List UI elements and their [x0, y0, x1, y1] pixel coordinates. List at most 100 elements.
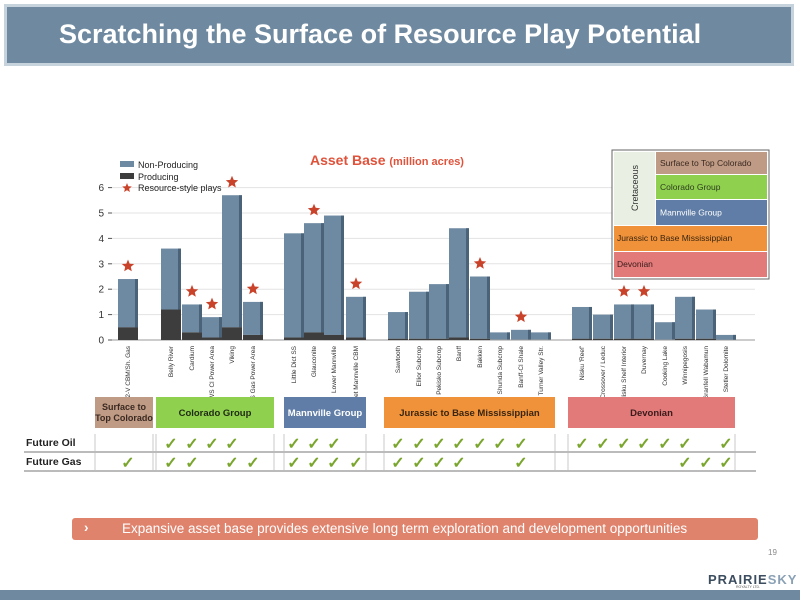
bar-non-producing	[634, 304, 654, 339]
x-tick-label: Nisku Shelf Interior	[621, 345, 628, 401]
bar-non-producing	[324, 215, 344, 335]
bar-non-producing	[284, 233, 304, 338]
x-tick-label: Cardium	[189, 346, 196, 371]
bar-producing	[409, 338, 429, 341]
future-gas-check-icon: ✓	[185, 455, 198, 472]
bar-producing	[429, 338, 449, 341]
logo-subtext: ROYALTY LTD.	[736, 585, 761, 589]
bar-group	[449, 228, 469, 340]
bar-shade	[528, 329, 531, 340]
bar-producing	[243, 334, 263, 341]
bar-shade	[672, 322, 675, 340]
x-tick-label: SWS Cl Power Area	[209, 346, 216, 405]
bar-non-producing	[222, 195, 242, 328]
future-oil-check-icon: ✓	[287, 436, 300, 453]
bar-producing	[346, 337, 366, 340]
x-tick-label: Banff-Cl Shale	[518, 346, 525, 388]
group-header-colorado	[156, 397, 274, 428]
strat-cell-jurassic	[614, 226, 767, 251]
resource-play-star	[349, 277, 363, 290]
bar-non-producing	[531, 332, 551, 340]
x-tick-label: Winnipegosis	[682, 345, 689, 384]
future-oil-check-icon: ✓	[185, 436, 198, 453]
bar-group	[182, 304, 202, 340]
future-gas-check-icon: ✓	[699, 455, 712, 472]
future-oil-check-icon: ✓	[164, 436, 177, 453]
x-tick-label: Banff	[456, 346, 463, 361]
bar-group	[572, 306, 592, 341]
bar-non-producing	[202, 317, 222, 338]
future-gas-check-icon: ✓	[225, 455, 238, 472]
future-oil-check-icon: ✓	[412, 436, 425, 453]
x-tick-label: Nisku 'Reef'	[579, 346, 586, 380]
strat-label-jurassic: Jurassic to Base Mississippian	[617, 233, 733, 243]
y-tick-label: 1	[98, 310, 104, 321]
bar-non-producing	[511, 329, 531, 340]
cretaceous-cell	[614, 152, 655, 225]
bar-shade	[341, 215, 344, 335]
bar-shade	[135, 279, 138, 328]
y-tick-label: 0	[98, 336, 104, 347]
future-oil-check-icon: ✓	[493, 436, 506, 453]
future-oil-check-icon: ✓	[473, 436, 486, 453]
bar-non-producing	[346, 296, 366, 338]
bar-producing	[696, 338, 716, 341]
bar-shade	[507, 332, 510, 340]
bar-shade	[631, 304, 634, 339]
x-tick-label: Lower Mannville	[331, 346, 338, 393]
future-oil-check-icon: ✓	[452, 436, 465, 453]
bar-group	[470, 276, 490, 341]
resource-play-star	[225, 175, 239, 188]
bar-group	[409, 291, 429, 341]
bar-group	[346, 296, 366, 340]
future-gas-check-icon: ✓	[719, 455, 732, 472]
group-header-label-devonian: Devonian	[630, 408, 673, 419]
bar-group	[593, 314, 613, 341]
bar-non-producing	[409, 291, 429, 339]
row-label-future-gas: Future Gas	[26, 456, 82, 468]
bar-producing	[572, 338, 592, 341]
bar-group	[243, 301, 263, 341]
resource-play-star	[205, 297, 219, 310]
group-header-label-surface: Surface to	[102, 402, 147, 412]
future-oil-check-icon: ✓	[205, 436, 218, 453]
resource-play-star	[473, 257, 487, 269]
chart-title: Asset Base (million acres)	[310, 152, 464, 168]
bar-non-producing	[675, 296, 695, 339]
bar-group	[118, 279, 138, 340]
future-gas-check-icon: ✓	[678, 455, 691, 472]
future-gas-check-icon: ✓	[391, 455, 404, 472]
bar-non-producing	[429, 284, 449, 339]
bar-non-producing	[572, 306, 592, 339]
future-gas-check-icon: ✓	[121, 455, 134, 472]
future-gas-check-icon: ✓	[452, 455, 465, 472]
bar-non-producing	[614, 304, 634, 339]
bar-group	[655, 322, 675, 340]
bar-producing	[284, 337, 304, 340]
bar-producing	[222, 327, 242, 340]
legend-label-resource-plays: Resource-style plays	[138, 183, 222, 193]
title-bar: Scratching the Surface of Resource Play …	[4, 4, 794, 66]
future-gas-check-icon: ✓	[246, 455, 259, 472]
bar-producing	[449, 337, 469, 340]
future-gas-check-icon: ✓	[412, 455, 425, 472]
bar-non-producing	[118, 279, 138, 328]
legend-label-non-producing: Non-Producing	[138, 160, 198, 170]
bar-shade	[487, 276, 490, 339]
bar-producing	[634, 338, 654, 341]
y-tick-label: 4	[98, 234, 104, 245]
bar-non-producing	[696, 309, 716, 339]
bar-producing	[470, 338, 490, 341]
bar-group	[388, 312, 408, 341]
strat-label-colorado: Colorado Group	[660, 182, 721, 192]
future-oil-check-icon: ✓	[327, 436, 340, 453]
bar-shade	[178, 248, 181, 310]
x-tick-label: Stetler Dolomite	[723, 346, 730, 393]
legend-swatch-producing	[120, 173, 134, 179]
future-oil-check-icon: ✓	[678, 436, 691, 453]
strat-cell-devonian	[614, 252, 767, 277]
bar-shade	[733, 334, 736, 340]
bar-non-producing	[470, 276, 490, 339]
row-label-future-oil: Future Oil	[26, 437, 76, 449]
y-tick-label: 2	[98, 285, 104, 296]
